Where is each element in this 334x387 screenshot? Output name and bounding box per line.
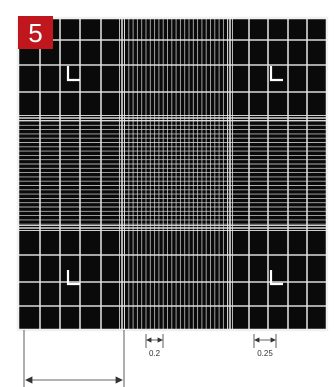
dimension-label-0-2: 0.2 — [149, 349, 161, 358]
dimension-0-2 — [145, 334, 164, 348]
corner-mark-top-left — [66, 66, 80, 82]
corner-mark-top-right — [269, 66, 283, 82]
corner-mark-bottom-left — [66, 270, 80, 286]
counting-chamber-grid — [18, 18, 327, 330]
dimension-0-25 — [253, 334, 277, 348]
figure-number-badge: 5 — [18, 16, 53, 49]
grid-border — [16, 16, 329, 332]
corner-mark-bottom-right — [269, 270, 283, 286]
grid-lines — [18, 18, 327, 330]
large-square-dimension — [23, 330, 125, 387]
figure-number: 5 — [28, 18, 42, 48]
dimension-label-0-25: 0.25 — [257, 349, 273, 358]
